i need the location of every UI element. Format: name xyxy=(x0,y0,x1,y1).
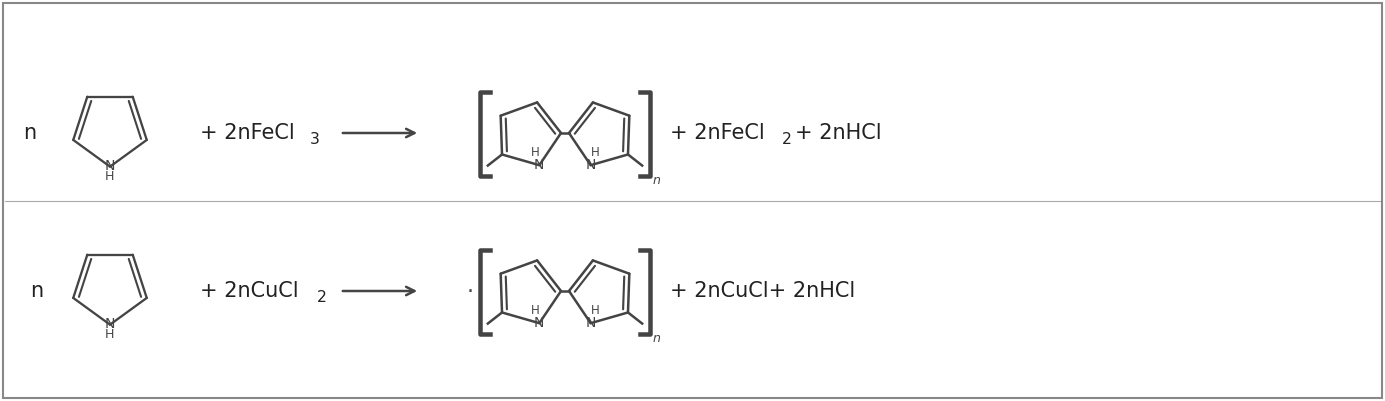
Text: + 2nCuCl+ 2nHCl: + 2nCuCl+ 2nHCl xyxy=(670,281,856,301)
Text: ·: · xyxy=(467,282,474,302)
Text: 2: 2 xyxy=(317,290,327,306)
Text: N: N xyxy=(586,316,596,330)
Text: H: H xyxy=(530,304,539,318)
Text: N: N xyxy=(535,316,544,330)
Text: N: N xyxy=(105,159,115,173)
Text: n: n xyxy=(652,174,661,186)
Text: H: H xyxy=(105,170,115,183)
Text: + 2nHCl: + 2nHCl xyxy=(795,123,882,143)
Text: H: H xyxy=(591,304,600,318)
Text: n: n xyxy=(30,281,43,301)
Text: H: H xyxy=(591,146,600,160)
Text: + 2nFeCl: + 2nFeCl xyxy=(670,123,765,143)
Text: + 2nCuCl: + 2nCuCl xyxy=(199,281,299,301)
Text: H: H xyxy=(530,146,539,160)
Text: + 2nFeCl: + 2nFeCl xyxy=(199,123,295,143)
Text: n: n xyxy=(24,123,36,143)
Text: N: N xyxy=(535,158,544,172)
Text: 3: 3 xyxy=(310,132,320,148)
Text: H: H xyxy=(105,328,115,341)
Text: n: n xyxy=(652,332,661,344)
Text: N: N xyxy=(586,158,596,172)
Text: N: N xyxy=(105,317,115,331)
Text: 2: 2 xyxy=(783,132,792,148)
